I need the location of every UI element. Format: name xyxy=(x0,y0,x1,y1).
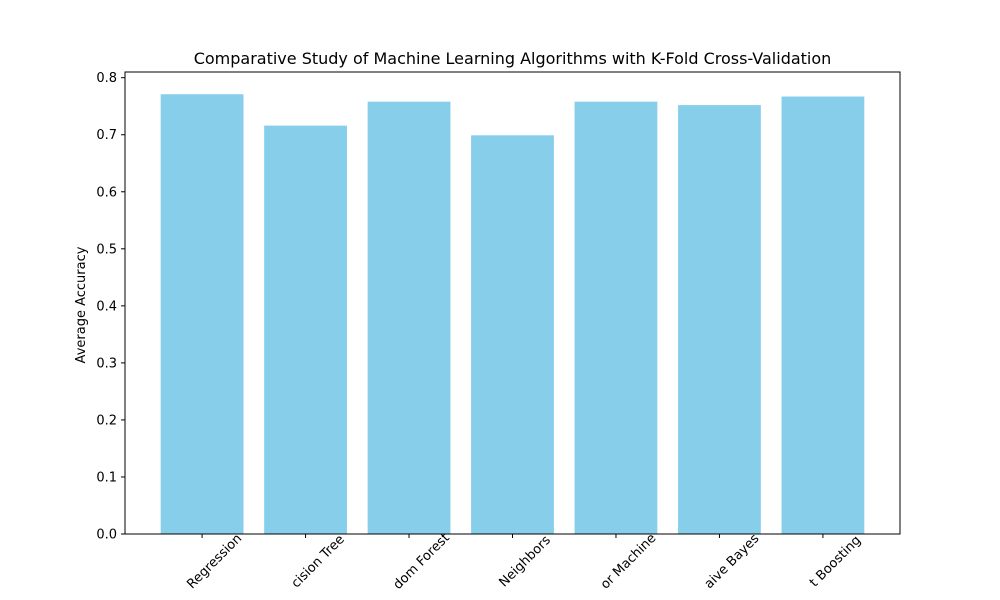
y-tick-label-4: 0.4 xyxy=(96,299,117,314)
y-ticks-group: 0.0 0.1 0.2 0.3 0.4 0.5 0.6 0.7 0.8 xyxy=(96,71,125,543)
bar-4 xyxy=(574,101,658,534)
bars-group xyxy=(160,94,865,535)
y-axis-label: Average Accuracy xyxy=(74,246,89,363)
bar-1 xyxy=(264,125,347,535)
chart-title: Comparative Study of Machine Learning Al… xyxy=(194,49,832,68)
y-tick-label-0: 0.0 xyxy=(96,528,117,543)
y-tick-label-7: 0.7 xyxy=(96,128,117,143)
y-tick-label-5: 0.5 xyxy=(96,242,117,257)
y-tick-label-8: 0.8 xyxy=(96,71,117,86)
bar-0 xyxy=(160,94,244,535)
bar-2 xyxy=(367,101,451,534)
y-tick-label-1: 0.1 xyxy=(96,470,117,485)
bar-3 xyxy=(471,135,554,534)
bar-6 xyxy=(781,96,865,534)
y-tick-label-6: 0.6 xyxy=(96,185,117,200)
y-tick-label-2: 0.2 xyxy=(96,413,117,428)
y-tick-label-3: 0.3 xyxy=(96,356,117,371)
bar-5 xyxy=(678,105,761,534)
plot-area-frame xyxy=(124,71,901,535)
